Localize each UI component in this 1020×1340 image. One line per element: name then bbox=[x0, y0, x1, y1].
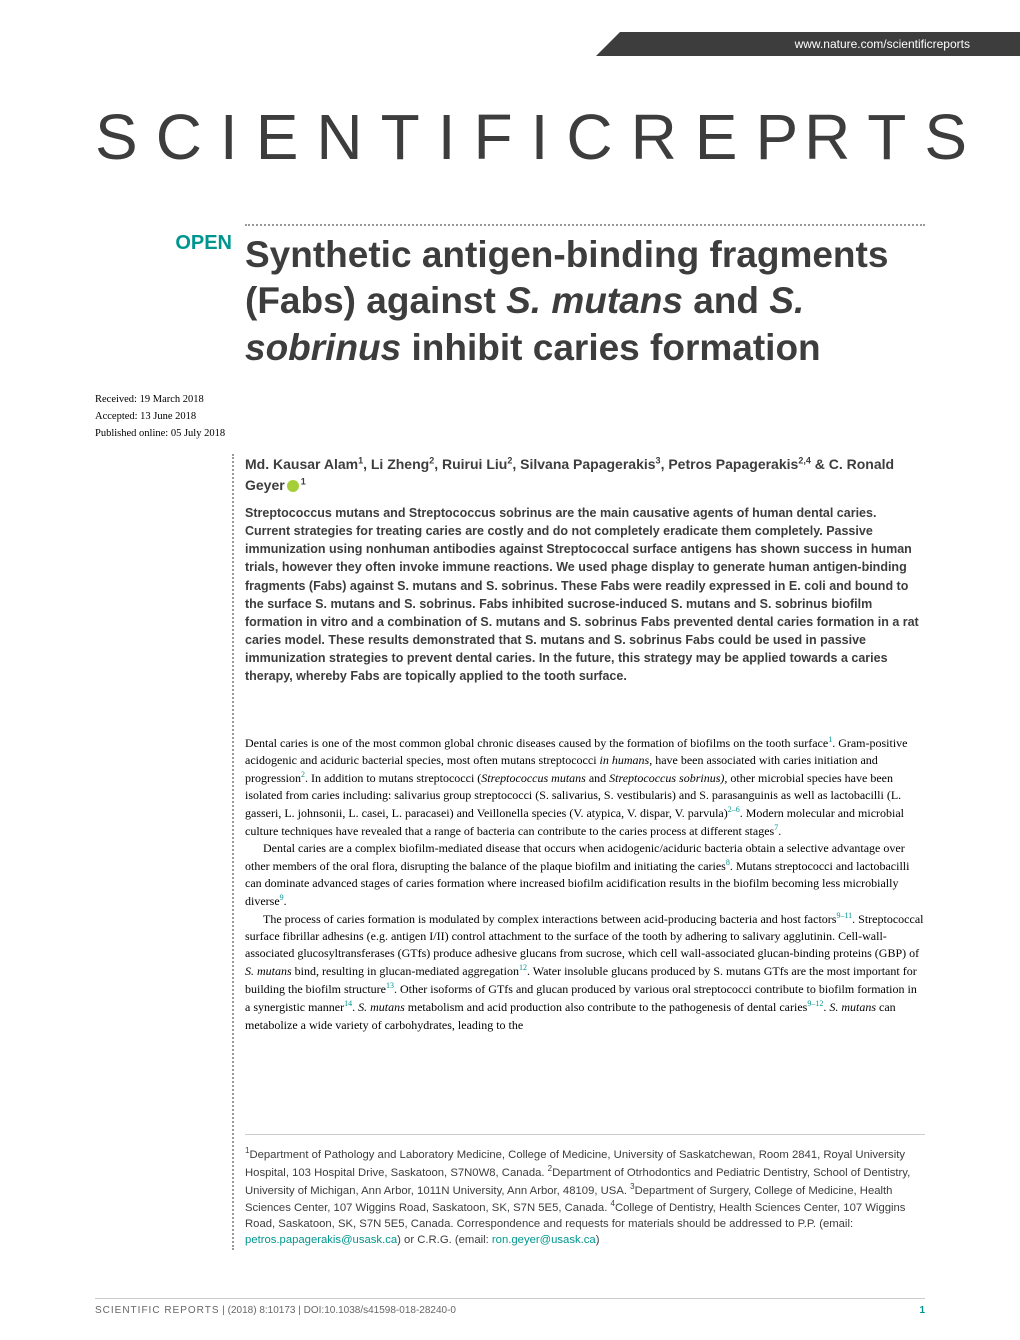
p3-smutans-2: S. mutans bbox=[358, 1000, 405, 1014]
author-5-affil: 2,4 bbox=[798, 455, 811, 465]
author-list: Md. Kausar Alam1, Li Zheng2, Ruirui Liu2… bbox=[245, 454, 925, 496]
header-url-band: www.nature.com/scientificreports bbox=[620, 32, 1020, 56]
footer-doi: | (2018) 8:10173 | DOI:10.1038/s41598-01… bbox=[220, 1305, 456, 1316]
ref-12[interactable]: 12 bbox=[519, 963, 527, 972]
author-5: Petros Papagerakis bbox=[668, 456, 798, 472]
site-url[interactable]: www.nature.com/scientificreports bbox=[795, 37, 970, 51]
publication-dates: Received: 19 March 2018 Accepted: 13 Jun… bbox=[95, 392, 235, 442]
author-4-affil: 3 bbox=[656, 455, 661, 465]
received-date: Received: 19 March 2018 bbox=[95, 392, 235, 409]
ref-9-11[interactable]: 9–11 bbox=[836, 911, 852, 920]
author-2-affil: 2 bbox=[429, 455, 434, 465]
p3g: metabolism and acid production also cont… bbox=[405, 1000, 808, 1014]
brand-text-right-1: REP bbox=[631, 100, 817, 174]
ref-2-6[interactable]: 2–6 bbox=[728, 805, 740, 814]
title-mid: and bbox=[683, 280, 769, 321]
title-text-2: inhibit caries formation bbox=[401, 327, 820, 368]
body-para-1: Dental caries is one of the most common … bbox=[245, 734, 925, 840]
p1d: . In addition to mutans streptococci ( bbox=[305, 771, 481, 785]
author-6-affil: 1 bbox=[301, 476, 306, 486]
body-para-2: Dental caries are a complex biofilm-medi… bbox=[245, 840, 925, 910]
body-text: Dental caries is one of the most common … bbox=[245, 734, 925, 1034]
footer-citation: SCIENTIFIC REPORTS | (2018) 8:10173 | DO… bbox=[95, 1305, 456, 1316]
author-1-affil: 1 bbox=[358, 455, 363, 465]
p1-streps: Streptococcus sobrinus) bbox=[609, 771, 724, 785]
ref-9[interactable]: 9 bbox=[280, 893, 284, 902]
p3-smutans-3: S. mutans bbox=[829, 1000, 876, 1014]
p1e: and bbox=[586, 771, 609, 785]
dotted-rule bbox=[245, 224, 925, 226]
author-3: Ruirui Liu bbox=[442, 456, 507, 472]
p3-smutans-1: S. mutans bbox=[245, 964, 292, 978]
brand-text-right-2: RTS bbox=[804, 100, 985, 174]
p3a: The process of caries formation is modul… bbox=[263, 912, 836, 926]
author-2: Li Zheng bbox=[371, 456, 429, 472]
footer-journal: SCIENTIFIC REPORTS bbox=[95, 1305, 220, 1316]
left-dotted-rule bbox=[232, 454, 234, 1250]
p1a: Dental caries is one of the most common … bbox=[245, 736, 828, 750]
ref-9-12[interactable]: 9–12 bbox=[807, 999, 823, 1008]
page-footer: SCIENTIFIC REPORTS | (2018) 8:10173 | DO… bbox=[95, 1298, 925, 1316]
p3c: bind, resulting in glucan-mediated aggre… bbox=[292, 964, 519, 978]
affiliations: 1Department of Pathology and Laboratory … bbox=[245, 1134, 925, 1248]
p1-inhumans: in humans bbox=[600, 753, 650, 767]
published-date: Published online: 05 July 2018 bbox=[95, 426, 235, 443]
corresponding-email-2[interactable]: ron.geyer@usask.ca bbox=[492, 1234, 596, 1246]
title-species-1: S. mutans bbox=[506, 280, 683, 321]
journal-brand-logo: SCIENTIFIC REP RTS bbox=[95, 100, 925, 174]
orcid-icon[interactable] bbox=[287, 480, 299, 492]
author-3-affil: 2 bbox=[507, 455, 512, 465]
affil-5: ) or C.R.G. (email: bbox=[397, 1234, 492, 1246]
abstract-text: Streptococcus mutans and Streptococcus s… bbox=[245, 504, 925, 685]
affil-6: ) bbox=[596, 1234, 600, 1246]
author-4: Silvana Papagerakis bbox=[520, 456, 655, 472]
body-para-3: The process of caries formation is modul… bbox=[245, 910, 925, 1033]
open-access-badge: OPEN bbox=[152, 232, 232, 255]
ref-14[interactable]: 14 bbox=[344, 999, 352, 1008]
brand-text-left: SCIENTIFIC bbox=[95, 100, 631, 174]
ref-7[interactable]: 7 bbox=[774, 823, 778, 832]
article-title: Synthetic antigen-binding fragments (Fab… bbox=[245, 232, 925, 371]
p1-strepm: Streptococcus mutans bbox=[481, 771, 586, 785]
ref-13[interactable]: 13 bbox=[386, 981, 394, 990]
page-number: 1 bbox=[919, 1305, 925, 1316]
author-1: Md. Kausar Alam bbox=[245, 456, 358, 472]
accepted-date: Accepted: 13 June 2018 bbox=[95, 409, 235, 426]
author-ampersand: & bbox=[811, 456, 829, 472]
corresponding-email-1[interactable]: petros.papagerakis@usask.ca bbox=[245, 1234, 397, 1246]
